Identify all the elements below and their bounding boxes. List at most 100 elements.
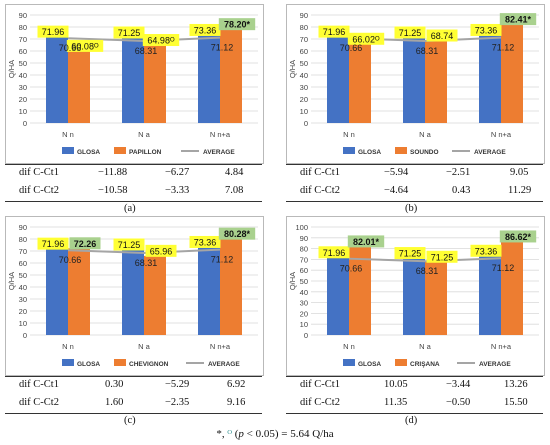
data-label-glosa-text: 73.36	[475, 246, 498, 256]
legend-label: AVERAGE	[479, 361, 511, 368]
data-label-average: 68.31	[416, 266, 439, 276]
bar-glosa	[479, 34, 501, 123]
data-label-glosa-bg	[318, 246, 350, 259]
legend-swatch	[395, 147, 407, 154]
data-label-glosa-text: 73.36	[194, 237, 217, 247]
legend-label: AVERAGE	[208, 361, 240, 368]
y-tick-label: 50	[19, 271, 27, 280]
table-cell: 0.43	[452, 185, 471, 196]
legend-swatch	[62, 147, 74, 154]
data-label-average: 68.31	[135, 46, 158, 56]
average-line	[67, 248, 221, 255]
data-label-variety-bg	[142, 34, 180, 47]
data-label-variety: 68.74	[426, 29, 458, 42]
y-tick-label: 20	[300, 309, 308, 318]
y-tick-label: 0	[23, 119, 27, 128]
bar-glosa	[403, 37, 425, 123]
data-label-variety: 64.98ᴼ	[142, 34, 180, 47]
data-label-average: 68.31	[135, 258, 158, 268]
x-tick-label: N a	[419, 342, 432, 351]
data-label-average: 71.12	[492, 263, 515, 273]
bar-glosa	[403, 258, 425, 335]
data-label-average: 68.31	[416, 46, 439, 56]
bar-glosa	[198, 34, 220, 123]
data-label-variety-text: 64.98ᴼ	[147, 36, 175, 46]
data-label-variety-bg	[145, 244, 177, 257]
legend-swatch	[114, 147, 126, 154]
y-tick-label: 10	[19, 107, 27, 116]
footnote-symbol: ᴼ	[227, 428, 232, 440]
y-tick-label: 30	[300, 299, 308, 308]
y-tick-label: 60	[300, 266, 308, 275]
data-label-average: 70.66	[59, 43, 82, 53]
x-tick-label: N n+a	[491, 130, 512, 139]
data-label-glosa: 73.36	[189, 235, 221, 248]
data-label-variety-text: 78.20*	[224, 20, 251, 30]
data-label-variety: 60.08ᴼ	[66, 39, 104, 52]
data-label-variety: 86.62*	[499, 230, 537, 243]
table-cell: −2.51	[446, 167, 471, 178]
bar-variety	[68, 248, 90, 335]
bar-glosa	[122, 37, 144, 123]
data-label-variety-text: 68.74	[431, 31, 454, 41]
bar-variety	[349, 43, 371, 123]
y-tick-label: 10	[19, 319, 27, 328]
y-tick-label: 70	[19, 247, 27, 256]
x-tick-label: N n+a	[210, 342, 231, 351]
data-label-glosa-text: 71.96	[323, 248, 346, 258]
data-label-glosa: 71.25	[113, 26, 145, 39]
legend-label: PAPILLON	[129, 149, 162, 156]
x-tick-label: N n+a	[210, 130, 231, 139]
y-tick-label: 40	[300, 71, 308, 80]
data-label-average: 70.66	[340, 43, 363, 53]
footnote-p-italic: p	[238, 428, 244, 440]
y-tick-label: 0	[304, 331, 308, 340]
data-label-glosa: 71.96	[318, 246, 350, 259]
legend-label: AVERAGE	[474, 149, 506, 156]
legend-label: SOUNDO	[410, 149, 439, 156]
y-tick-label: 70	[300, 255, 308, 264]
y-tick-label: 90	[300, 234, 308, 243]
legend-swatch	[343, 147, 355, 154]
legend-swatch	[343, 359, 355, 366]
bar-variety	[220, 238, 242, 335]
y-tick-label: 80	[300, 245, 308, 254]
data-label-variety: 82.41*	[499, 13, 537, 26]
y-tick-label: 0	[304, 119, 308, 128]
table-rule-bottom	[5, 413, 262, 414]
data-label-glosa-bg	[470, 23, 502, 36]
difference-table-b: dif C-Ct1 −5.94 −2.51 9.05 dif C-Ct2 −4.…	[286, 164, 543, 202]
x-tick-label: N n	[62, 342, 74, 351]
data-label-variety-bg	[218, 227, 256, 240]
table-cell: 4.84	[225, 167, 244, 178]
data-label-variety-bg	[66, 39, 104, 52]
data-label-glosa: 73.36	[189, 23, 221, 36]
bar-variety	[68, 50, 90, 123]
y-tick-label: 10	[300, 320, 308, 329]
bar-chart-c: 0 10 20 30 40 50 60 70 80 90 Q/HA N n N a N n+a 71.96 7…	[7, 223, 258, 368]
data-label-glosa-text: 71.25	[399, 28, 422, 38]
legend-label: GLOSA	[77, 361, 100, 368]
table-cell: −6.27	[165, 167, 190, 178]
data-label-variety-text: 80.28*	[224, 229, 251, 239]
legend-label: GLOSA	[77, 149, 100, 156]
y-tick-label: 20	[300, 95, 308, 104]
data-label-glosa-bg	[394, 247, 426, 260]
table-cell: 11.29	[508, 185, 532, 196]
data-label-glosa-bg	[189, 23, 221, 36]
bar-variety	[220, 29, 242, 123]
legend-swatch	[114, 359, 126, 366]
data-label-glosa-text: 71.25	[118, 28, 141, 38]
data-label-variety: 66.02ᴼ	[347, 32, 385, 45]
bar-glosa	[327, 257, 349, 335]
y-tick-label: 50	[300, 59, 308, 68]
panel-label-c: (c)	[124, 415, 136, 426]
data-label-variety-text: 86.62*	[505, 232, 532, 242]
legend-label: CRIŞANA	[410, 361, 440, 368]
y-tick-label: 60	[300, 47, 308, 56]
data-label-variety: 72.26	[69, 237, 101, 250]
table-rule-top	[5, 376, 262, 377]
data-label-average: 71.12	[492, 43, 515, 53]
table-rule-top	[286, 164, 543, 165]
